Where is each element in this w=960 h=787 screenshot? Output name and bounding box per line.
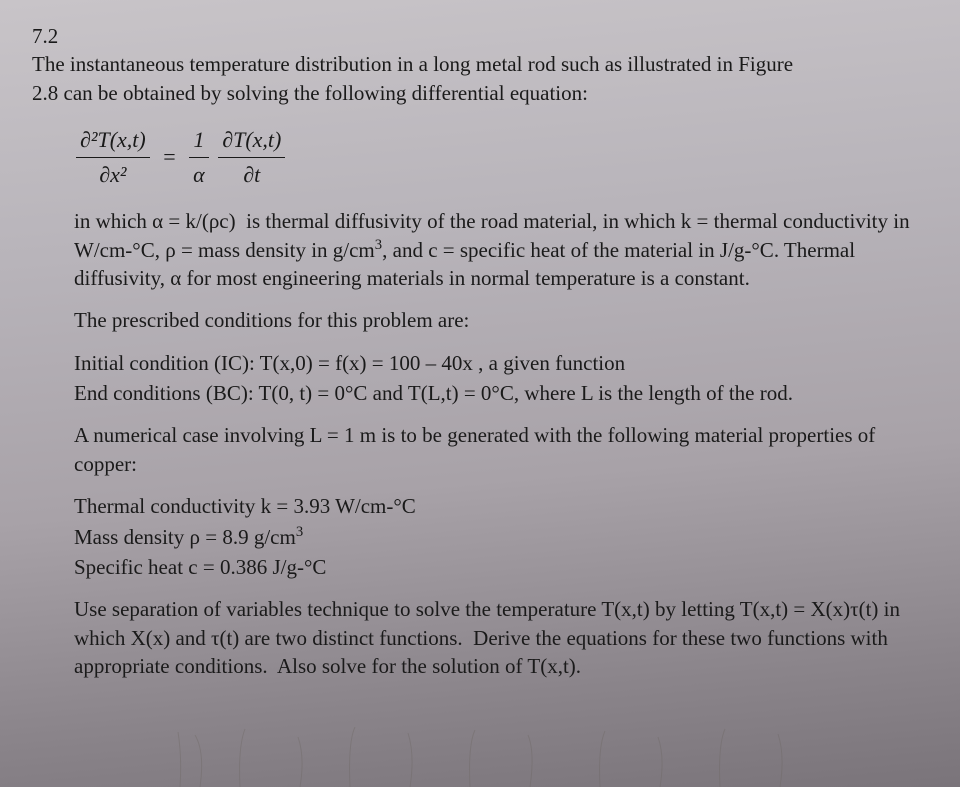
boundary-condition: End conditions (BC): T(0, t) = 0°C and T…	[74, 379, 928, 407]
heat-equation: ∂²T(x,t) ∂x² = 1 α ∂T(x,t) ∂t	[74, 125, 928, 189]
conditions-heading: The prescribed conditions for this probl…	[74, 306, 928, 334]
property-k: Thermal conductivity k = 3.93 W/cm-°C	[74, 492, 928, 520]
intro-line2: 2.8 can be obtained by solving the follo…	[32, 81, 588, 105]
eq-rhs1-num: 1	[189, 125, 209, 158]
grass-decoration	[0, 727, 960, 787]
problem-page: 7.2The instantaneous temperature distrib…	[0, 0, 960, 704]
task-paragraph: Use separation of variables technique to…	[74, 595, 928, 680]
problem-header: 7.2The instantaneous temperature distrib…	[32, 22, 928, 107]
problem-number: 7.2	[32, 22, 74, 50]
eq-rhs2-num: ∂T(x,t)	[218, 125, 285, 158]
eq-rhs1-den: α	[189, 158, 209, 190]
eq-lhs: ∂²T(x,t) ∂x²	[76, 125, 150, 189]
paragraph-alpha: in which α = k/(ρc) is thermal diffusivi…	[74, 207, 928, 292]
initial-condition: Initial condition (IC): T(x,0) = f(x) = …	[74, 349, 928, 377]
eq-rhs2-den: ∂t	[218, 158, 285, 190]
intro-line1: The instantaneous temperature distributi…	[32, 52, 793, 76]
problem-intro: The instantaneous temperature distributi…	[32, 50, 892, 107]
equals-sign: =	[163, 142, 175, 172]
eq-rhs2: ∂T(x,t) ∂t	[218, 125, 285, 189]
property-c: Specific heat c = 0.386 J/g-°C	[74, 553, 928, 581]
eq-rhs1: 1 α	[189, 125, 209, 189]
property-rho: Mass density ρ = 8.9 g/cm3	[74, 523, 928, 551]
eq-lhs-den: ∂x²	[76, 158, 150, 190]
eq-lhs-num: ∂²T(x,t)	[76, 125, 150, 158]
numerical-case: A numerical case involving L = 1 m is to…	[74, 421, 928, 478]
